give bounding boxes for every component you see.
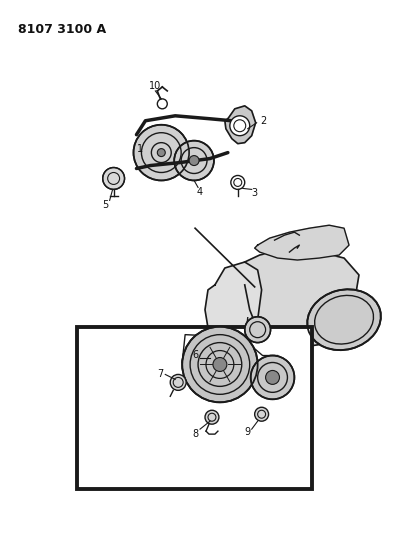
- Text: 2: 2: [261, 116, 267, 126]
- Polygon shape: [205, 262, 262, 354]
- Text: 8107 3100 A: 8107 3100 A: [18, 22, 106, 36]
- Circle shape: [189, 156, 199, 166]
- Circle shape: [245, 317, 270, 343]
- Circle shape: [230, 116, 250, 136]
- Circle shape: [251, 356, 294, 399]
- Circle shape: [174, 141, 214, 181]
- Circle shape: [182, 327, 258, 402]
- Circle shape: [134, 125, 189, 181]
- Text: 9: 9: [245, 427, 251, 437]
- Text: 10: 10: [149, 81, 162, 91]
- Polygon shape: [245, 248, 359, 348]
- Text: 6: 6: [192, 350, 198, 360]
- Circle shape: [266, 370, 279, 384]
- Circle shape: [213, 358, 227, 372]
- Polygon shape: [255, 225, 349, 260]
- Circle shape: [205, 410, 219, 424]
- Circle shape: [103, 167, 125, 189]
- Polygon shape: [225, 106, 256, 144]
- Text: 5: 5: [103, 200, 109, 211]
- Bar: [77, 327, 312, 489]
- Circle shape: [255, 407, 268, 421]
- Circle shape: [157, 149, 165, 157]
- Text: 7: 7: [157, 369, 164, 379]
- Ellipse shape: [307, 289, 381, 350]
- Text: 4: 4: [197, 188, 203, 197]
- Circle shape: [170, 375, 186, 390]
- Text: 1: 1: [137, 143, 143, 154]
- Text: 8: 8: [192, 429, 198, 439]
- Text: 3: 3: [252, 188, 258, 198]
